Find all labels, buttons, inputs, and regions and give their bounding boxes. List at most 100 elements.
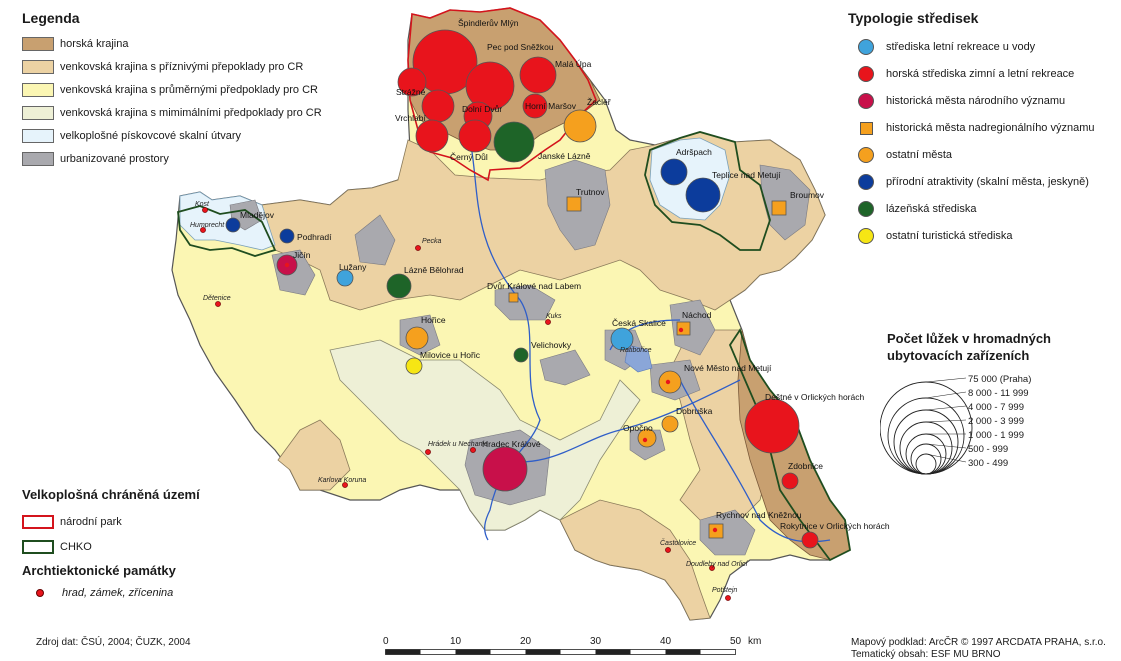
legend-swatch (22, 540, 54, 554)
label-ratiborice: Ratibořice (620, 347, 652, 354)
scale-unit: km (748, 636, 762, 647)
typology-title: Typologie středisek (848, 10, 979, 26)
legend-label: urbanizované prostory (60, 153, 169, 165)
typology-item-mountain: horská střediska zimní a letní rekreace (858, 65, 1074, 83)
legend-item-favourable: venkovská krajina s příznivými přepoklad… (22, 57, 303, 77)
legend-item-minimal: venkovská krajina s mimimálními předpokl… (22, 103, 322, 123)
label-nachod: Náchod (682, 310, 712, 320)
scale-tick: 0 (383, 636, 389, 647)
label-zacler: Žacléř (587, 97, 611, 107)
legend-item-national-park: národní park (22, 512, 122, 532)
capacity-class: 300 - 499 (968, 458, 1009, 469)
capacity-title-line1: Počet lůžek v hromadných (887, 331, 1051, 346)
scale-segments (385, 649, 736, 655)
label-doudleby: Doudleby nad Orlicí (686, 561, 749, 568)
label-horice: Hořice (421, 315, 446, 325)
legend-swatch (22, 83, 54, 97)
typology-symbol (858, 201, 874, 217)
label-teplice: Teplice nad Metují (712, 170, 781, 180)
centre-mala-upa (519, 56, 557, 94)
label-luzany: Lužany (339, 262, 367, 272)
label-rokytnice: Rokytnice v Orlických horách (780, 521, 890, 531)
legend-label: národní park (60, 516, 122, 528)
centre-horice (405, 326, 429, 350)
label-strazne: Strážné (396, 87, 426, 97)
legend-swatch (22, 60, 54, 74)
centre-podhradi (279, 228, 295, 244)
typology-item-historic-regional: historická města nadregionálního významu (858, 119, 1095, 137)
label-dobruska: Dobruška (676, 406, 713, 416)
capacity-class: 2 000 - 3 999 (968, 416, 1024, 427)
label-velichovky: Velichovky (531, 340, 572, 350)
label-destne: Deštné v Orlických horách (765, 392, 864, 402)
label-spindleruv-mlyn: Špindlerův Mlýn (458, 18, 519, 28)
typology-label: lázeňská střediska (886, 203, 977, 215)
label-janske-lazne: Janské Lázně (538, 151, 591, 161)
centre-velichovky (513, 347, 529, 363)
centre-janske-lazne (493, 121, 535, 163)
scale-tick: 30 (590, 636, 602, 647)
label-potstejn: Potštejn (712, 587, 737, 594)
centre-luzany (336, 269, 354, 287)
label-rychnov: Rychnov nad Kněžnou (716, 510, 802, 520)
centre-dolni-dvur-2 (458, 119, 492, 153)
label-dvur-kralove: Dvůr Králové nad Labem (487, 281, 581, 291)
label-hradec-kralove: Hradec Králové (482, 439, 541, 449)
typology-item-natural: přírodní atraktivity (skalní města, jesk… (858, 173, 1089, 191)
centre-dobruska (661, 415, 679, 433)
centre-adrspach (660, 158, 688, 186)
capacity-title: Počet lůžek v hromadných ubytovacích zař… (887, 330, 1051, 364)
label-cerny-dul: Černý Důl (450, 152, 488, 162)
label-trutnov: Trutnov (576, 187, 605, 197)
legend-item-sandstone: velkoplošné pískovcové skalní útvary (22, 126, 241, 146)
label-mladejov: Mladějov (240, 210, 275, 220)
legend-title: Legenda (22, 10, 80, 26)
legend-swatch (22, 106, 54, 120)
protected-title: Velkoplošná chráněná území (22, 487, 200, 502)
centre-cerny-dul (415, 119, 449, 153)
label-humprecht: Humprecht (190, 222, 225, 229)
map-base-credit: Mapový podklad: ArcČR © 1997 ARCDATA PRA… (851, 637, 1106, 648)
scale-tick: 40 (660, 636, 672, 647)
typology-symbol (858, 228, 874, 244)
typology-item-other-towns: ostatní města (858, 146, 952, 164)
label-mala-upa: Malá Úpa (555, 59, 592, 69)
typology-symbol (858, 66, 874, 82)
typology-symbol (858, 174, 874, 190)
legend-label: venkovská krajina s mimimálními předpokl… (60, 107, 322, 119)
legend-item-monument: hrad, zámek, zřícenina (36, 587, 173, 599)
legend-item-average: venkovská krajina s průměrnými předpokla… (22, 80, 318, 100)
place-labels: Špindlerův Mlýn Pec pod Sněžkou Malá Úpa… (240, 18, 890, 531)
centre-milovice (405, 357, 423, 375)
thematic-credit: Tematický obsah: ESF MU BRNO (851, 649, 1001, 660)
label-vrchlabi: Vrchlabí (395, 113, 427, 123)
label-ceska-skalice: Česká Skalice (612, 318, 666, 328)
scale-bar: 0 10 20 30 40 50 km (370, 636, 770, 658)
label-detenice: Dětenice (203, 295, 231, 302)
monument-markers-on-centres (284, 262, 718, 533)
monument-labels: Kost Humprecht Pecka Kuks Dětenice Ratib… (190, 201, 749, 594)
label-karlova-koruna: Karlova Koruna (318, 477, 366, 484)
legend-swatch (22, 152, 54, 166)
label-broumov: Broumov (790, 190, 825, 200)
centre-teplice (685, 177, 721, 213)
capacity-classes: 75 000 (Praha) 8 000 - 11 999 4 000 - 7 … (968, 373, 1031, 471)
label-zdobnice: Zdobnice (788, 461, 823, 471)
label-adrspach: Adršpach (676, 147, 712, 157)
label-kost: Kost (195, 201, 210, 208)
water-body (624, 344, 653, 373)
rivers (469, 139, 831, 543)
legend-label: hrad, zámek, zřícenina (62, 587, 174, 599)
typology-item-water: střediska letní rekreace u vody (858, 38, 1035, 56)
legend-swatch (22, 129, 54, 143)
capacity-title-line2: ubytovacích zařízeních (887, 348, 1030, 363)
label-dolni-dvur: Dolní Dvůr (462, 104, 502, 114)
legend-label: venkovská krajina s průměrnými předpokla… (60, 84, 318, 96)
legend-item-urban: urbanizované prostory (22, 149, 169, 169)
centre-dvur-kralove (508, 292, 519, 303)
capacity-symbols (880, 377, 973, 475)
typology-symbol (858, 147, 874, 163)
typology-label: ostatní turistická střediska (886, 230, 1013, 242)
centre-destne (744, 398, 800, 454)
typology-label: střediska letní rekreace u vody (886, 41, 1036, 53)
